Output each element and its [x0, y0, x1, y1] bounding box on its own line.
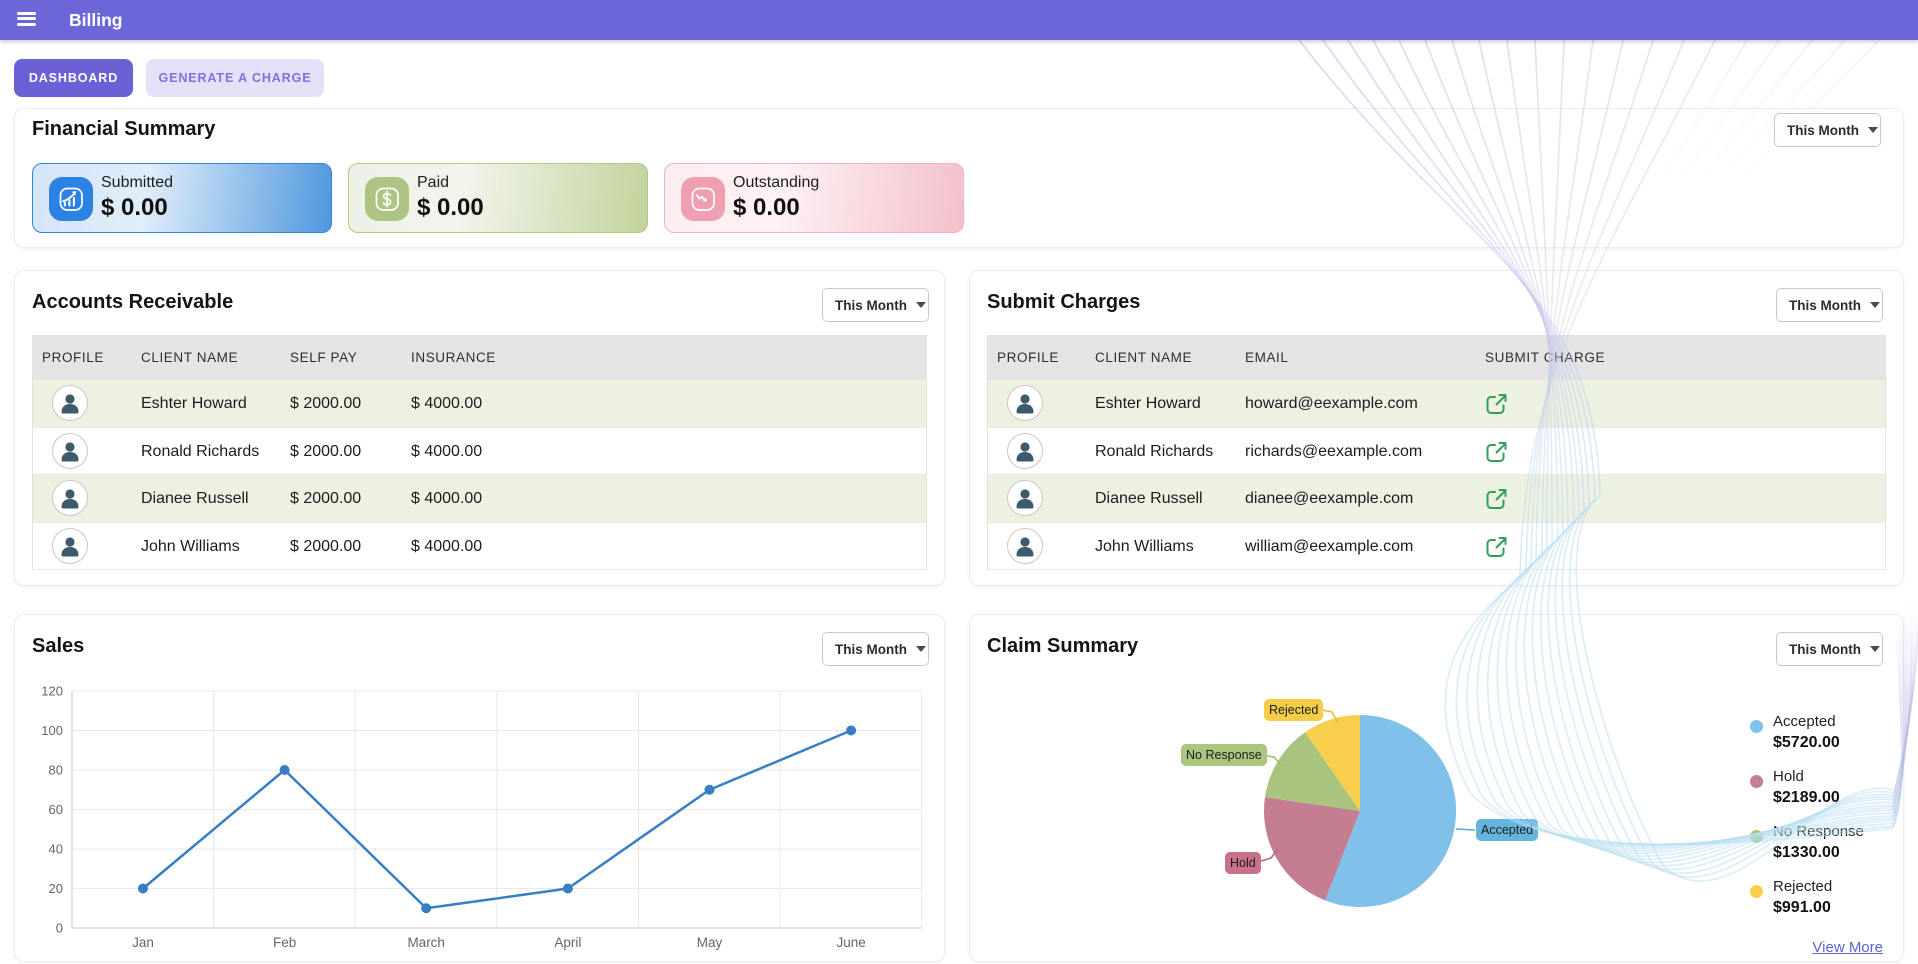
svg-text:0: 0	[56, 921, 63, 936]
svg-text:120: 120	[41, 684, 63, 699]
svg-text:100: 100	[41, 723, 63, 738]
svg-text:80: 80	[49, 763, 63, 778]
svg-text:40: 40	[49, 842, 63, 857]
svg-text:June: June	[836, 935, 865, 950]
svg-text:Feb: Feb	[273, 935, 296, 950]
svg-text:May: May	[697, 935, 723, 950]
svg-text:April: April	[554, 935, 581, 950]
svg-text:Jan: Jan	[132, 935, 154, 950]
svg-text:60: 60	[49, 802, 63, 817]
svg-text:20: 20	[49, 881, 63, 896]
svg-text:March: March	[407, 935, 445, 950]
